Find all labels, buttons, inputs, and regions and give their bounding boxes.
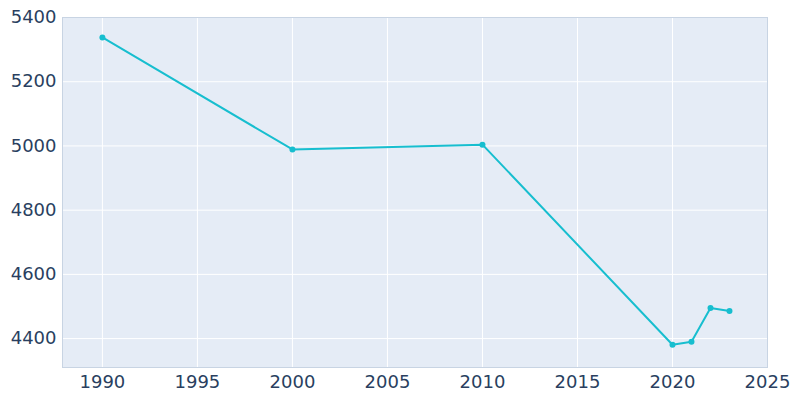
svg-text:4400: 4400	[11, 327, 57, 348]
svg-text:2000: 2000	[270, 371, 316, 392]
svg-text:2020: 2020	[650, 371, 696, 392]
svg-text:5200: 5200	[11, 70, 57, 91]
svg-text:4600: 4600	[11, 263, 57, 284]
svg-text:2015: 2015	[555, 371, 601, 392]
svg-text:1990: 1990	[79, 371, 125, 392]
svg-text:5000: 5000	[11, 135, 57, 156]
svg-text:4800: 4800	[11, 199, 57, 220]
svg-text:2025: 2025	[745, 371, 791, 392]
svg-text:2010: 2010	[460, 371, 506, 392]
svg-text:1995: 1995	[175, 371, 221, 392]
svg-text:2005: 2005	[365, 371, 411, 392]
svg-text:5400: 5400	[11, 6, 57, 27]
